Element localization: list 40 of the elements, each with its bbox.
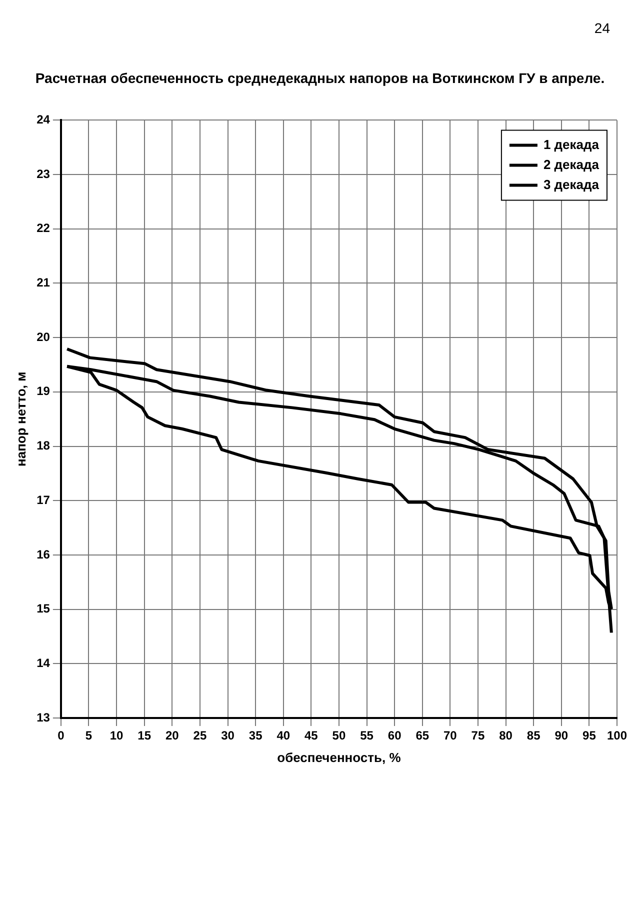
chart-title: Расчетная обеспеченность среднедекадных напоров на Воткинском ГУ в апреле. [34,70,606,86]
y-tick-label: 18 [36,438,50,453]
text: 24 [594,20,610,36]
x-tick-label: 65 [416,728,430,743]
y-tick-label: 16 [36,547,50,562]
x-tick-label: 85 [526,728,541,743]
x-axis-title: обеспеченность, % [277,750,402,765]
x-tick-label: 35 [248,728,263,743]
x-tick-label: 5 [85,728,92,743]
y-tick-label: 20 [36,330,50,344]
y-tick-label: 15 [36,602,50,616]
x-tick-label: 80 [499,728,513,743]
y-tick-label: 23 [36,166,50,181]
x-tick-label: 20 [165,728,180,743]
y-tick-label: 24 [36,112,50,127]
y-tick-label: 13 [36,710,50,724]
y-tick-label: 14 [36,656,50,670]
x-tick-label: 15 [138,728,152,743]
x-tick-label: 95 [582,728,596,743]
legend-label: 3 декада [543,176,600,192]
x-tick-label: 45 [304,728,318,743]
x-tick-label: 25 [193,728,207,743]
x-tick-label: 0 [58,728,65,743]
x-tick-label: 40 [276,728,290,743]
x-tick-label: 90 [554,728,568,743]
legend-label: 2 декада [543,156,600,172]
x-tick-label: 50 [332,728,346,743]
x-tick-label: 10 [110,728,124,743]
x-tick-label: 60 [388,728,402,743]
x-tick-label: 55 [360,728,374,743]
x-tick-label: 30 [221,728,235,743]
y-tick-label: 22 [36,221,50,236]
y-tick-label: 21 [36,276,50,290]
y-axis-title: напор нетто, м [13,372,28,466]
x-tick-label: 100 [606,728,628,743]
x-tick-label: 70 [443,728,458,743]
legend-label: 1 декада [543,136,600,152]
y-tick-label: 17 [36,492,50,507]
x-tick-label: 75 [471,728,485,743]
y-tick-label: 19 [36,384,50,398]
